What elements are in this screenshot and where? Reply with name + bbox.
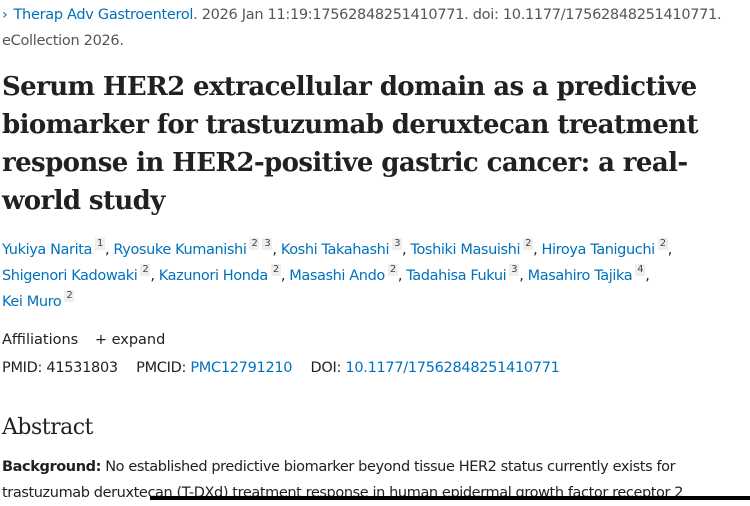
citation-details: 2026 Jan 11:19:17562848251410771. doi: 1… — [201, 7, 722, 23]
article-ids: PMID: 41531803 PMCID: PMC12791210 DOI: 1… — [2, 356, 574, 380]
doi-link[interactable]: 10.1177/17562848251410771 — [345, 360, 560, 376]
citation: › Therap Adv Gastroenterol. 2026 Jan 11:1… — [2, 2, 750, 54]
affiliation-marker[interactable]: 3 — [262, 238, 273, 250]
background-text: No established predictive biomarker beyo… — [2, 459, 684, 501]
author-link[interactable]: Kazunori Honda — [158, 268, 268, 284]
affiliations-label: Affiliations — [2, 332, 79, 348]
affiliation-marker[interactable]: 2 — [523, 238, 534, 250]
background-label: Background: — [2, 459, 101, 475]
affiliation-marker[interactable]: 2 — [270, 264, 281, 276]
affiliation-marker[interactable]: 3 — [392, 238, 403, 250]
author-link[interactable]: Koshi Takahashi — [280, 242, 390, 258]
affiliations: Affiliations + expand — [2, 328, 165, 352]
affiliation-marker[interactable]: 1 — [94, 238, 105, 250]
pmcid-label: PMCID: — [136, 360, 187, 376]
author-link[interactable]: Hiroya Taniguchi — [541, 242, 655, 258]
affiliation-marker[interactable]: 2 — [64, 290, 75, 302]
affiliation-marker[interactable]: 2 — [140, 264, 151, 276]
affiliation-marker[interactable]: 2 — [249, 238, 260, 250]
pmid-value: 41531803 — [46, 360, 118, 376]
pmid-label: PMID: — [2, 360, 43, 376]
affiliation-marker[interactable]: 2 — [387, 264, 398, 276]
ecollection: eCollection 2026. — [2, 33, 124, 49]
overlay-bar — [150, 496, 750, 500]
pmcid-link[interactable]: PMC12791210 — [190, 360, 293, 376]
affiliation-marker[interactable]: 2 — [657, 238, 668, 250]
author-link[interactable]: Shigenori Kadowaki — [2, 268, 138, 284]
author-link[interactable]: Yukiya Narita — [2, 242, 92, 258]
journal-link[interactable]: › Therap Adv Gastroenterol. — [2, 7, 198, 23]
affiliation-marker[interactable]: 4 — [635, 264, 646, 276]
author-list: Yukiya Narita 1, Ryosuke Kumanishi 2 3, Kos… — [2, 238, 672, 310]
author-link[interactable]: Ryosuke Kumanishi — [113, 242, 247, 258]
author-link[interactable]: Tadahisa Fukui — [406, 268, 507, 284]
chevron-right-icon: › — [2, 7, 8, 23]
author-link[interactable]: Masashi Ando — [289, 268, 385, 284]
author-link[interactable]: Toshiki Masuishi — [410, 242, 521, 258]
author-link[interactable]: Masahiro Tajika — [527, 268, 633, 284]
affiliation-marker[interactable]: 3 — [509, 264, 520, 276]
article-title: Serum HER2 extracellular domain as a pre… — [2, 72, 698, 216]
doi-label: DOI: — [310, 360, 342, 376]
expand-affiliations-button[interactable]: + expand — [94, 332, 166, 348]
author-link[interactable]: Kei Muro — [2, 294, 62, 310]
abstract-heading: Abstract — [2, 415, 93, 440]
